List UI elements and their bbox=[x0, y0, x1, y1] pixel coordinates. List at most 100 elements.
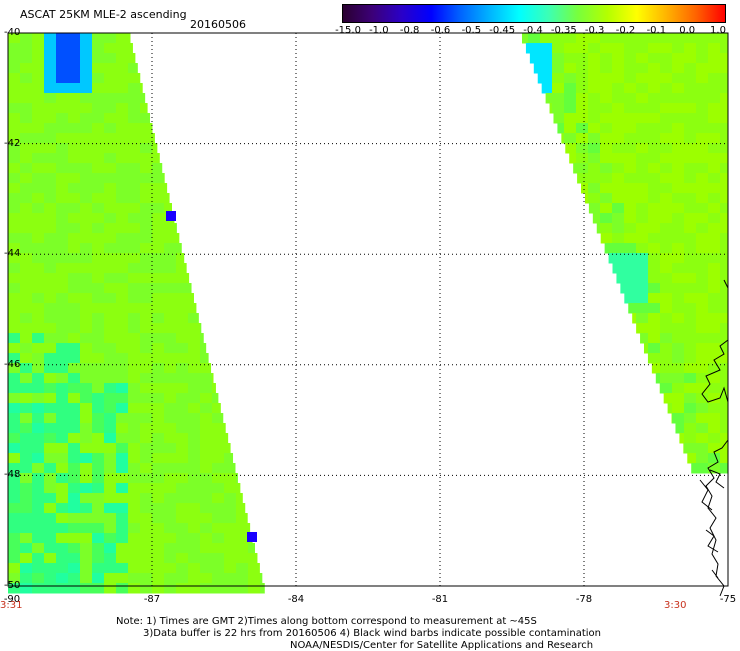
wind-cell bbox=[44, 583, 57, 594]
wind-cell bbox=[696, 463, 709, 474]
wind-cell bbox=[128, 563, 141, 574]
wind-cell bbox=[104, 333, 117, 344]
wind-cell bbox=[116, 403, 129, 414]
wind-cell bbox=[80, 303, 93, 314]
wind-cell bbox=[212, 393, 219, 404]
wind-cell bbox=[116, 273, 129, 284]
wind-cell bbox=[588, 63, 601, 74]
wind-cell bbox=[128, 153, 141, 164]
wind-cell bbox=[581, 183, 594, 194]
wind-cell bbox=[8, 103, 21, 114]
wind-cell bbox=[164, 543, 177, 554]
wind-cell bbox=[708, 193, 721, 204]
wind-cell bbox=[684, 103, 697, 114]
wind-cell bbox=[708, 353, 721, 364]
wind-cell bbox=[56, 443, 69, 454]
wind-cell bbox=[68, 263, 81, 274]
wind-cell bbox=[44, 93, 57, 104]
wind-cell bbox=[672, 213, 685, 224]
wind-cell bbox=[92, 513, 105, 524]
wind-cell bbox=[212, 473, 225, 484]
wind-cell bbox=[624, 233, 637, 244]
wind-cell bbox=[20, 413, 33, 424]
wind-cell bbox=[588, 193, 601, 204]
wind-cell bbox=[56, 453, 69, 464]
wind-cell bbox=[164, 393, 177, 404]
wind-cell bbox=[32, 163, 45, 174]
wind-cell bbox=[44, 183, 57, 194]
wind-cell bbox=[20, 113, 33, 124]
wind-cell bbox=[684, 273, 697, 284]
wind-cell bbox=[200, 573, 213, 584]
wind-cell bbox=[20, 293, 33, 304]
wind-cell bbox=[104, 273, 117, 284]
wind-cell bbox=[624, 183, 637, 194]
wind-cell bbox=[44, 473, 57, 484]
wind-cell bbox=[32, 133, 45, 144]
wind-cell bbox=[176, 403, 189, 414]
wind-cell bbox=[152, 263, 165, 274]
wind-cell bbox=[68, 33, 81, 44]
wind-cell bbox=[212, 403, 221, 414]
wind-cell bbox=[708, 433, 721, 444]
wind-cell bbox=[176, 513, 189, 524]
wind-cell bbox=[116, 213, 129, 224]
wind-cell bbox=[44, 83, 57, 94]
wind-cell bbox=[80, 583, 93, 594]
wind-cell bbox=[8, 463, 21, 474]
wind-cell bbox=[684, 323, 697, 334]
wind-cell bbox=[128, 383, 141, 394]
wind-cell bbox=[44, 133, 57, 144]
wind-cell bbox=[152, 523, 165, 534]
colorbar-label: -0.1 bbox=[646, 25, 667, 36]
wind-cell bbox=[140, 483, 153, 494]
wind-cell bbox=[44, 373, 57, 384]
wind-cell bbox=[92, 353, 105, 364]
wind-cell bbox=[44, 153, 57, 164]
wind-cell bbox=[20, 573, 33, 584]
wind-cell bbox=[128, 583, 141, 594]
wind-cell bbox=[648, 163, 661, 174]
wind-cell bbox=[720, 393, 729, 404]
wind-cell bbox=[20, 213, 33, 224]
wind-cell bbox=[104, 543, 117, 554]
wind-cell bbox=[684, 73, 697, 84]
wind-cell bbox=[44, 493, 57, 504]
wind-cell bbox=[672, 223, 685, 234]
wind-cell bbox=[20, 513, 33, 524]
wind-cell bbox=[684, 233, 697, 244]
wind-cell bbox=[624, 123, 637, 134]
wind-cell bbox=[576, 43, 589, 54]
wind-cell bbox=[92, 93, 105, 104]
wind-cell bbox=[20, 543, 33, 554]
wind-cell bbox=[648, 263, 661, 274]
wind-cell bbox=[56, 343, 69, 354]
wind-cell bbox=[44, 353, 57, 364]
wind-cell bbox=[708, 183, 721, 194]
wind-cell bbox=[200, 363, 212, 374]
wind-cell bbox=[92, 383, 105, 394]
wind-cell bbox=[696, 353, 709, 364]
wind-cell bbox=[56, 423, 69, 434]
wind-cell bbox=[56, 403, 69, 414]
wind-cell bbox=[152, 483, 165, 494]
wind-cell bbox=[152, 273, 165, 284]
wind-cell bbox=[32, 313, 45, 324]
wind-cell bbox=[720, 243, 729, 254]
wind-cell bbox=[32, 103, 45, 114]
wind-cell bbox=[212, 383, 216, 394]
wind-cell bbox=[684, 293, 697, 304]
wind-cell bbox=[56, 163, 69, 174]
wind-cell bbox=[720, 363, 729, 374]
wind-cell bbox=[176, 503, 189, 514]
wind-cell bbox=[624, 163, 637, 174]
wind-cell bbox=[648, 203, 661, 214]
wind-cell bbox=[104, 63, 117, 74]
wind-cell bbox=[56, 583, 69, 594]
wind-cell bbox=[128, 523, 141, 534]
wind-cell bbox=[44, 243, 57, 254]
wind-cell bbox=[152, 583, 165, 594]
wind-cell bbox=[612, 223, 625, 234]
wind-cell bbox=[116, 443, 129, 454]
wind-cell bbox=[236, 473, 238, 484]
